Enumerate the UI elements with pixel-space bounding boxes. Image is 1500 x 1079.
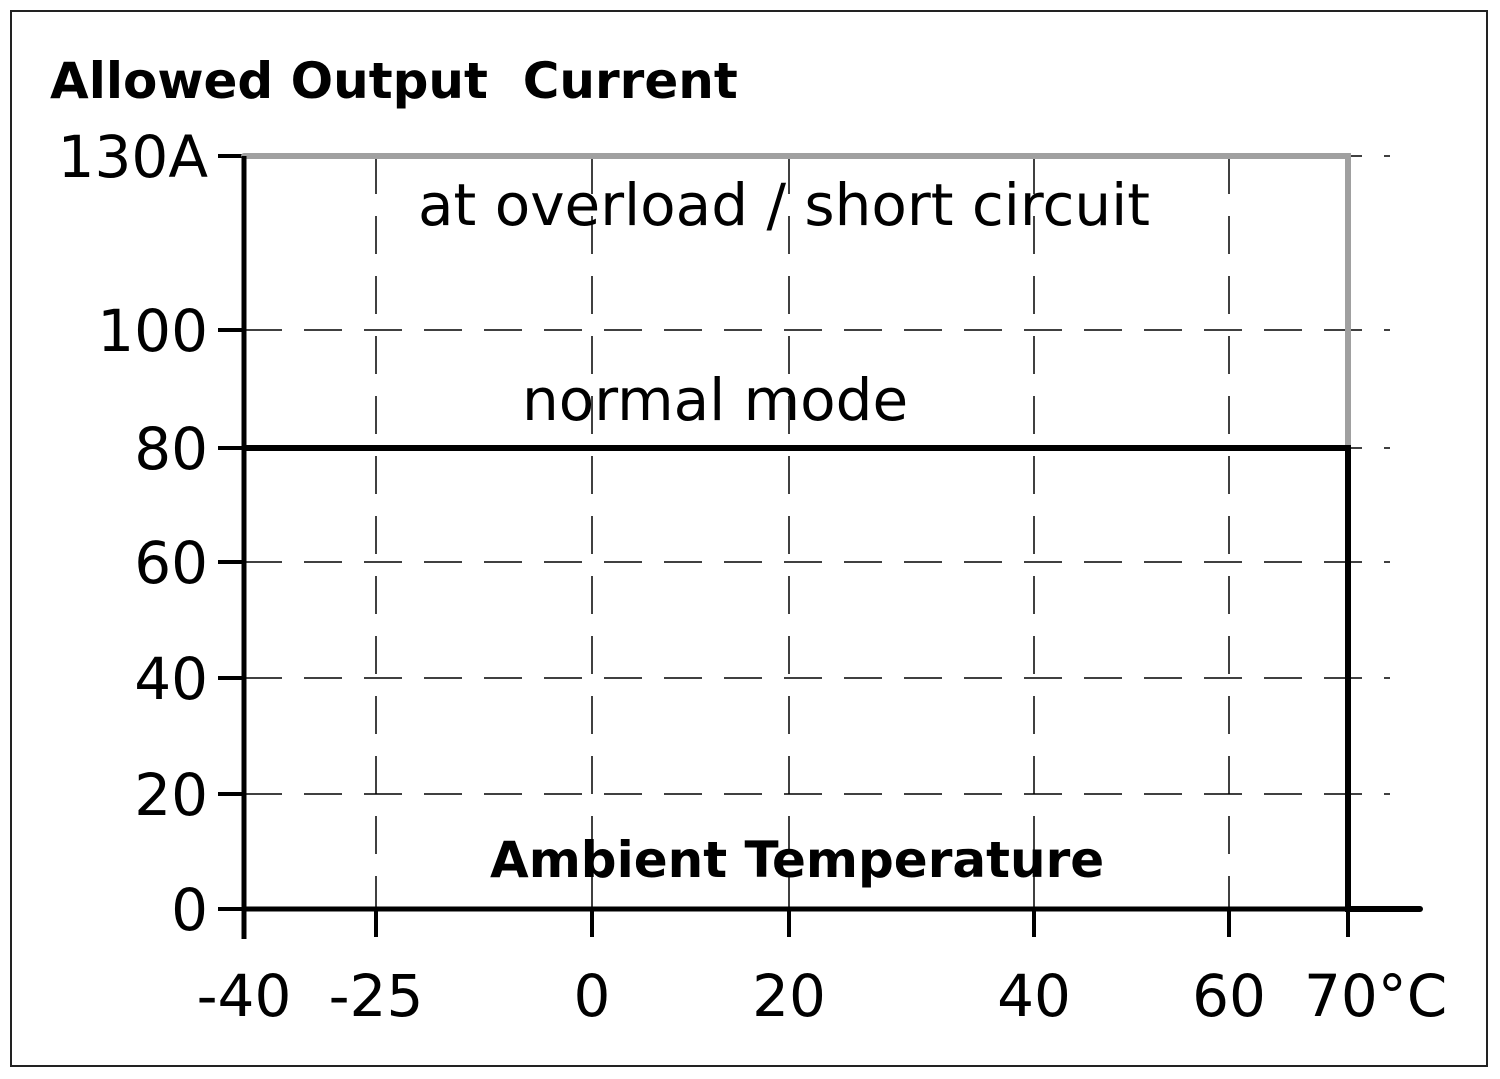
series-label-overload: at overload / short circuit <box>418 171 1150 239</box>
series-label-normal: normal mode <box>522 366 908 434</box>
y-tick-label: 40 <box>134 645 208 713</box>
axes <box>241 156 1348 939</box>
y-tick-label: 20 <box>134 761 208 829</box>
x-tick-label: -40 <box>197 962 292 1030</box>
y-tick-label: 100 <box>97 297 208 365</box>
tick-labels: 0 20 40 60 80 100 130A -40 -25 0 20 40 60 70°C <box>58 123 1448 1030</box>
chart-frame <box>10 10 1488 1067</box>
grid <box>244 155 1390 909</box>
y-tick-label: 80 <box>134 415 208 483</box>
normal-mode-line <box>241 445 1423 912</box>
y-tick-label: 130A <box>58 123 209 191</box>
x-tick-label: 70°C <box>1304 962 1447 1030</box>
y-tick-label: 60 <box>134 529 208 597</box>
x-tick-label: 20 <box>752 962 826 1030</box>
x-tick-label: 40 <box>997 962 1071 1030</box>
tick-marks <box>218 154 1350 937</box>
x-tick-label: 0 <box>574 962 611 1030</box>
x-tick-label: 60 <box>1192 962 1266 1030</box>
y-tick-label: 0 <box>171 876 208 944</box>
x-axis-label: Ambient Temperature <box>490 831 1104 889</box>
series-lines <box>241 153 1423 912</box>
overload-line <box>241 153 1351 451</box>
chart-title: Allowed Output Current <box>50 52 738 110</box>
x-tick-label: -25 <box>329 962 424 1030</box>
